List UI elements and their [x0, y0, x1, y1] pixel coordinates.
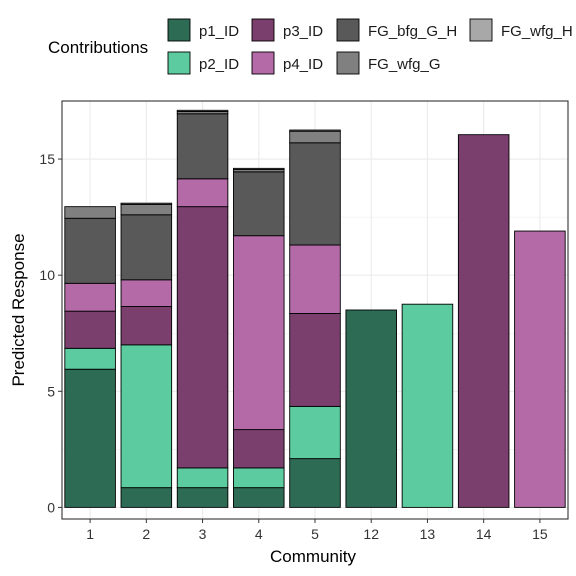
- bar-segment-5-fg-wfg-g: [289, 130, 341, 144]
- x-tick-label: 1: [86, 526, 94, 542]
- bar-segment-1-p2-id: [64, 347, 116, 370]
- x-tick-label: 15: [532, 526, 548, 542]
- bar-segment-4-p2-id: [233, 467, 285, 489]
- bar-segment-2-p3-id: [120, 306, 173, 346]
- x-tick-label: 13: [420, 526, 436, 542]
- x-tick-label: 12: [363, 526, 379, 542]
- bar-segment-3-fg-bfg-g-h: [176, 113, 229, 180]
- bar-segment-3-fg-wfg-h: [176, 109, 229, 112]
- legend-key-p1-id: [167, 18, 191, 42]
- y-tick-label: 0: [47, 499, 55, 515]
- bar-segment-5-fg-wfg-h: [289, 129, 341, 132]
- y-axis-title: Predicted Response: [9, 233, 28, 386]
- bar-segment-1-p1-id: [64, 368, 116, 508]
- bar-segment-4-p1-id: [233, 487, 285, 508]
- legend-key-p4-id: [251, 51, 275, 75]
- bar-segment-2-fg-wfg-g: [120, 203, 173, 216]
- legend-label-fg-wfg-h: FG_wfg_H: [501, 23, 573, 40]
- bar-segment-2-p2-id: [120, 344, 173, 489]
- legend-key-fg-wfg-g: [336, 51, 360, 75]
- x-axis-title: Community: [270, 547, 356, 566]
- bar-segment-5-p2-id: [289, 405, 341, 460]
- bar-segment-12-p1-id: [345, 309, 397, 508]
- legend-label-p1-id: p1_ID: [199, 23, 239, 40]
- legend-label-p4-id: p4_ID: [283, 56, 323, 73]
- legend-key-p2-id: [167, 51, 191, 75]
- x-tick-label: 3: [199, 526, 207, 542]
- bar-segment-5-p1-id: [289, 458, 341, 508]
- legend-label-p2-id: p2_ID: [199, 56, 239, 73]
- y-tick-label: 5: [47, 383, 55, 399]
- bar-segment-2-p4-id: [120, 279, 173, 307]
- bar-segment-5-p4-id: [289, 244, 341, 314]
- legend-key-fg-bfg-g-h: [336, 18, 360, 42]
- legend-label-p3-id: p3_ID: [283, 23, 323, 40]
- legend-key-fg-wfg-h: [469, 18, 493, 42]
- x-tick-label: 4: [255, 526, 263, 542]
- x-tick-label: 2: [142, 526, 150, 542]
- legend: Contributions p1_ID p2_ID p3_ID p4_ID FG_bfg…: [48, 18, 573, 75]
- x-axis: 1 2 3 4 5 12 13 14 15: [86, 519, 548, 542]
- bar-segment-13-p2-id: [401, 303, 454, 508]
- legend-title: Contributions: [48, 38, 148, 57]
- bar-segment-3-p1-id: [176, 487, 229, 508]
- bar-segment-4-p3-id: [233, 429, 285, 469]
- bar-segment-15-p4-id: [514, 230, 566, 508]
- bar-segment-3-p2-id: [176, 467, 229, 489]
- bar-segment-1-fg-wfg-g: [64, 206, 116, 219]
- bar-segment-3-p3-id: [176, 206, 229, 469]
- legend-label-fg-wfg-g: FG_wfg_G: [368, 56, 441, 73]
- bars: [64, 109, 566, 508]
- bar-segment-14-p3-id: [457, 134, 510, 508]
- legend-label-fg-bfg-g-h: FG_bfg_G_H: [368, 23, 457, 40]
- bar-segment-2-fg-wfg-h: [120, 202, 173, 205]
- bar-segment-1-p3-id: [64, 310, 116, 349]
- y-axis: 0 5 10 15: [39, 151, 62, 515]
- bar-segment-2-p1-id: [120, 487, 173, 508]
- x-tick-label: 5: [311, 526, 319, 542]
- bar-segment-4-fg-bfg-g-h: [233, 171, 285, 237]
- bar-segment-1-p4-id: [64, 282, 116, 312]
- y-tick-label: 10: [39, 267, 55, 283]
- bar-segment-5-fg-bfg-g-h: [289, 142, 341, 246]
- bar-segment-3-p4-id: [176, 178, 229, 208]
- bar-segment-4-p4-id: [233, 235, 285, 431]
- bar-segment-2-fg-bfg-g-h: [120, 214, 173, 281]
- legend-key-p3-id: [251, 18, 275, 42]
- y-tick-label: 15: [39, 151, 55, 167]
- x-tick-label: 14: [476, 526, 492, 542]
- bar-segment-5-p3-id: [289, 313, 341, 407]
- bar-segment-4-fg-wfg-h: [233, 167, 285, 170]
- bar-segment-1-fg-bfg-g-h: [64, 217, 116, 284]
